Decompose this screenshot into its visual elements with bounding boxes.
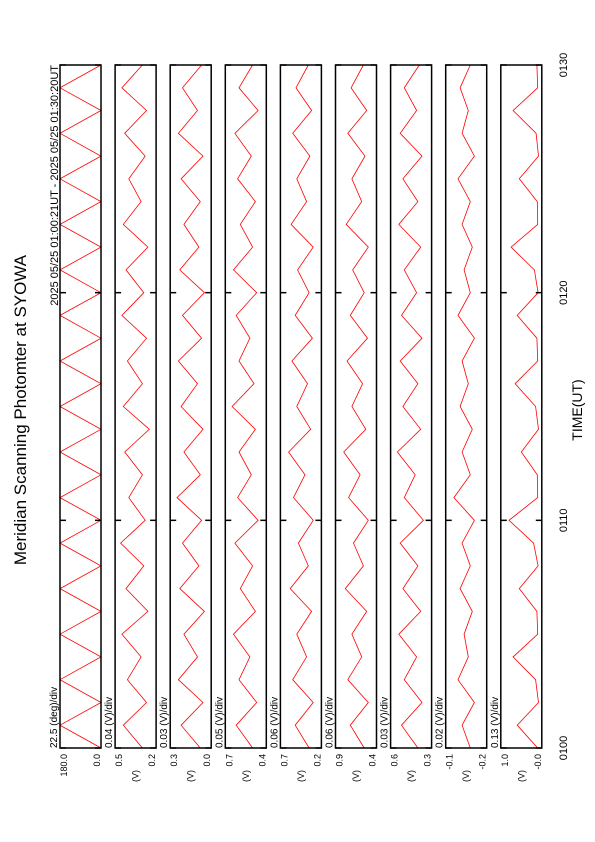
- y-unit: (V): [241, 770, 251, 782]
- signal-line: [120, 64, 150, 749]
- panel-scale: 22.5 (deg)/div: [49, 687, 60, 748]
- panel-frame: [334, 64, 378, 749]
- panel-scale: 0.06 (V)/div: [269, 697, 280, 748]
- y-tick-label: 0.7: [279, 754, 289, 767]
- y-tick-label: 0.3: [423, 754, 433, 767]
- panel-scale: 0.02 (V)/div: [435, 697, 446, 748]
- panel-scale: 0.06 (V)/div: [325, 697, 336, 748]
- panel-frame: [500, 64, 543, 749]
- y-tick-label: 0.3: [169, 754, 179, 767]
- panel-frame: [444, 64, 488, 749]
- x-axis-label: TIME(UT): [569, 379, 585, 440]
- y-tick-label: 0.7: [224, 754, 234, 767]
- signal-line: [453, 64, 475, 749]
- chart-area: Meridian Scanning Photomter at SYOWA 202…: [11, 53, 585, 782]
- x-tick-label: 0120: [558, 280, 570, 304]
- y-tick-label: 0.6: [390, 754, 400, 767]
- panel-frame: [114, 64, 157, 749]
- y-tick-label: 0.4: [368, 754, 378, 767]
- signal-line: [231, 64, 259, 749]
- y-unit: (V): [516, 770, 526, 782]
- panel-frame: [169, 64, 212, 749]
- signal-line: [343, 64, 369, 749]
- y-unit: (V): [461, 770, 471, 782]
- signal-line: [508, 64, 539, 749]
- y-tick-label: -0.1: [445, 754, 455, 770]
- y-unit: (V): [131, 770, 141, 782]
- panel-frame: [224, 64, 268, 749]
- y-unit: (V): [186, 770, 196, 782]
- panel-frame: [389, 64, 433, 749]
- signal-line: [59, 64, 102, 749]
- y-tick-label: 0.9: [335, 754, 345, 767]
- y-tick-label: 0.0: [92, 754, 102, 767]
- y-unit: (V): [351, 770, 361, 782]
- panel-scale: 0.03 (V)/div: [159, 697, 170, 748]
- y-tick-label: -0.2: [478, 754, 488, 770]
- y-tick-label: 0.2: [312, 754, 322, 767]
- y-tick-label: 0.4: [257, 754, 267, 767]
- chart-subtitle: 2025 05/25 01:00:21UT - 2025 05/25 01:30…: [49, 65, 61, 306]
- signal-line: [288, 64, 314, 749]
- y-tick-label: 180.0: [59, 754, 69, 777]
- x-tick-label: 0130: [558, 53, 570, 77]
- panel-scale: 0.04 (V)/div: [104, 697, 115, 748]
- panel-scale: 0.05 (V)/div: [214, 697, 225, 748]
- signal-line: [176, 64, 205, 749]
- chart-title: Meridian Scanning Photomter at SYOWA: [11, 254, 30, 565]
- panel-frame: [279, 64, 323, 749]
- y-unit: (V): [406, 770, 416, 782]
- panel-frame: [59, 64, 102, 749]
- y-tick-label: -0.0: [533, 754, 543, 770]
- y-unit: (V): [296, 770, 306, 782]
- panel-scale: 0.13 (V)/div: [490, 697, 501, 748]
- x-tick-label: 0110: [558, 509, 570, 533]
- y-tick-label: 1.0: [500, 754, 510, 767]
- signal-line: [396, 64, 424, 749]
- y-tick-label: 0.2: [147, 754, 157, 767]
- panel-scale: 0.03 (V)/div: [380, 697, 391, 748]
- y-tick-label: 0.0: [202, 754, 212, 767]
- y-tick-label: 0.5: [114, 754, 124, 767]
- x-tick-label: 0100: [558, 736, 570, 760]
